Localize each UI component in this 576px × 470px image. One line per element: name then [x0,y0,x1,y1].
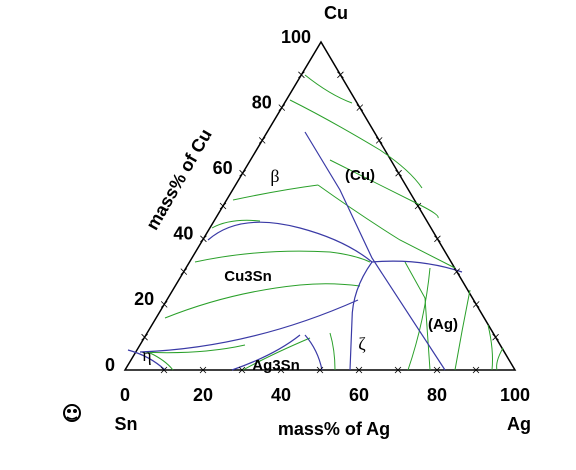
phase-label: (Cu) [345,167,375,184]
tick-mark [219,202,227,210]
tick-mark [200,235,207,243]
phase-boundaries [127,131,463,371]
apex-label: Ag [507,414,531,434]
tick-mark [394,366,402,374]
y-tick-label: 60 [213,158,233,178]
x-tick-label: 100 [500,385,530,405]
edge-ticks [141,71,499,374]
tick-mark [316,366,324,374]
tick-mark [238,366,246,374]
tick-mark [375,137,383,144]
tick-mark [277,366,285,374]
y-tick-label: 20 [134,289,154,309]
tick-mark [258,137,266,144]
x-tick-label: 80 [427,385,447,405]
tick-mark [472,301,480,308]
tick-mark [472,366,480,374]
apex-label: Cu [324,3,348,23]
tick-mark [278,104,286,111]
x-tick-label: 40 [271,385,291,405]
x-tick-label: 0 [120,385,130,405]
tick-mark [160,366,168,374]
tie-lines [139,74,504,371]
x-tick-label: 60 [349,385,369,405]
phase-label: Ag3Sn [252,357,300,374]
tick-mark [160,301,168,308]
axis-label: mass% of Cu [142,125,216,233]
y-tick-label: 0 [105,355,115,375]
apex-label: Sn [114,414,137,434]
logo [63,404,81,422]
y-tick-label: 40 [173,224,193,244]
tick-mark [337,71,344,79]
tick-mark [180,268,188,275]
tick-mark [199,366,207,374]
phase-label: η [142,345,151,365]
y-tick-label: 100 [281,27,311,47]
tick-mark [453,268,461,275]
tick-mark [414,202,422,210]
phase-label: β [270,166,279,186]
phase-label: Cu3Sn [224,268,272,285]
tick-mark [355,366,363,374]
phase-label: (Ag) [428,316,458,333]
tick-mark [298,71,305,79]
tick-mark [356,104,364,111]
tick-mark [395,169,402,177]
tick-mark [141,333,148,341]
phase-label: ζ [358,334,366,354]
tick-mark [433,366,441,374]
y-tick-label: 80 [252,92,272,112]
tick-mark [434,235,441,243]
axis-label: mass% of Ag [278,419,390,439]
tick-mark [492,333,499,341]
tick-mark [239,169,246,177]
x-tick-label: 20 [193,385,213,405]
